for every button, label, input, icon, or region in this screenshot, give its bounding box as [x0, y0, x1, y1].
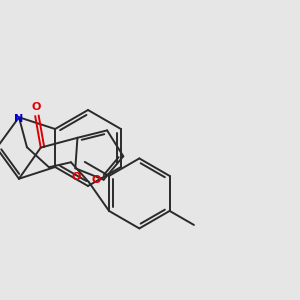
Text: O: O — [32, 102, 41, 112]
Text: O: O — [92, 175, 101, 185]
Text: O: O — [72, 172, 81, 182]
Text: N: N — [14, 114, 24, 124]
